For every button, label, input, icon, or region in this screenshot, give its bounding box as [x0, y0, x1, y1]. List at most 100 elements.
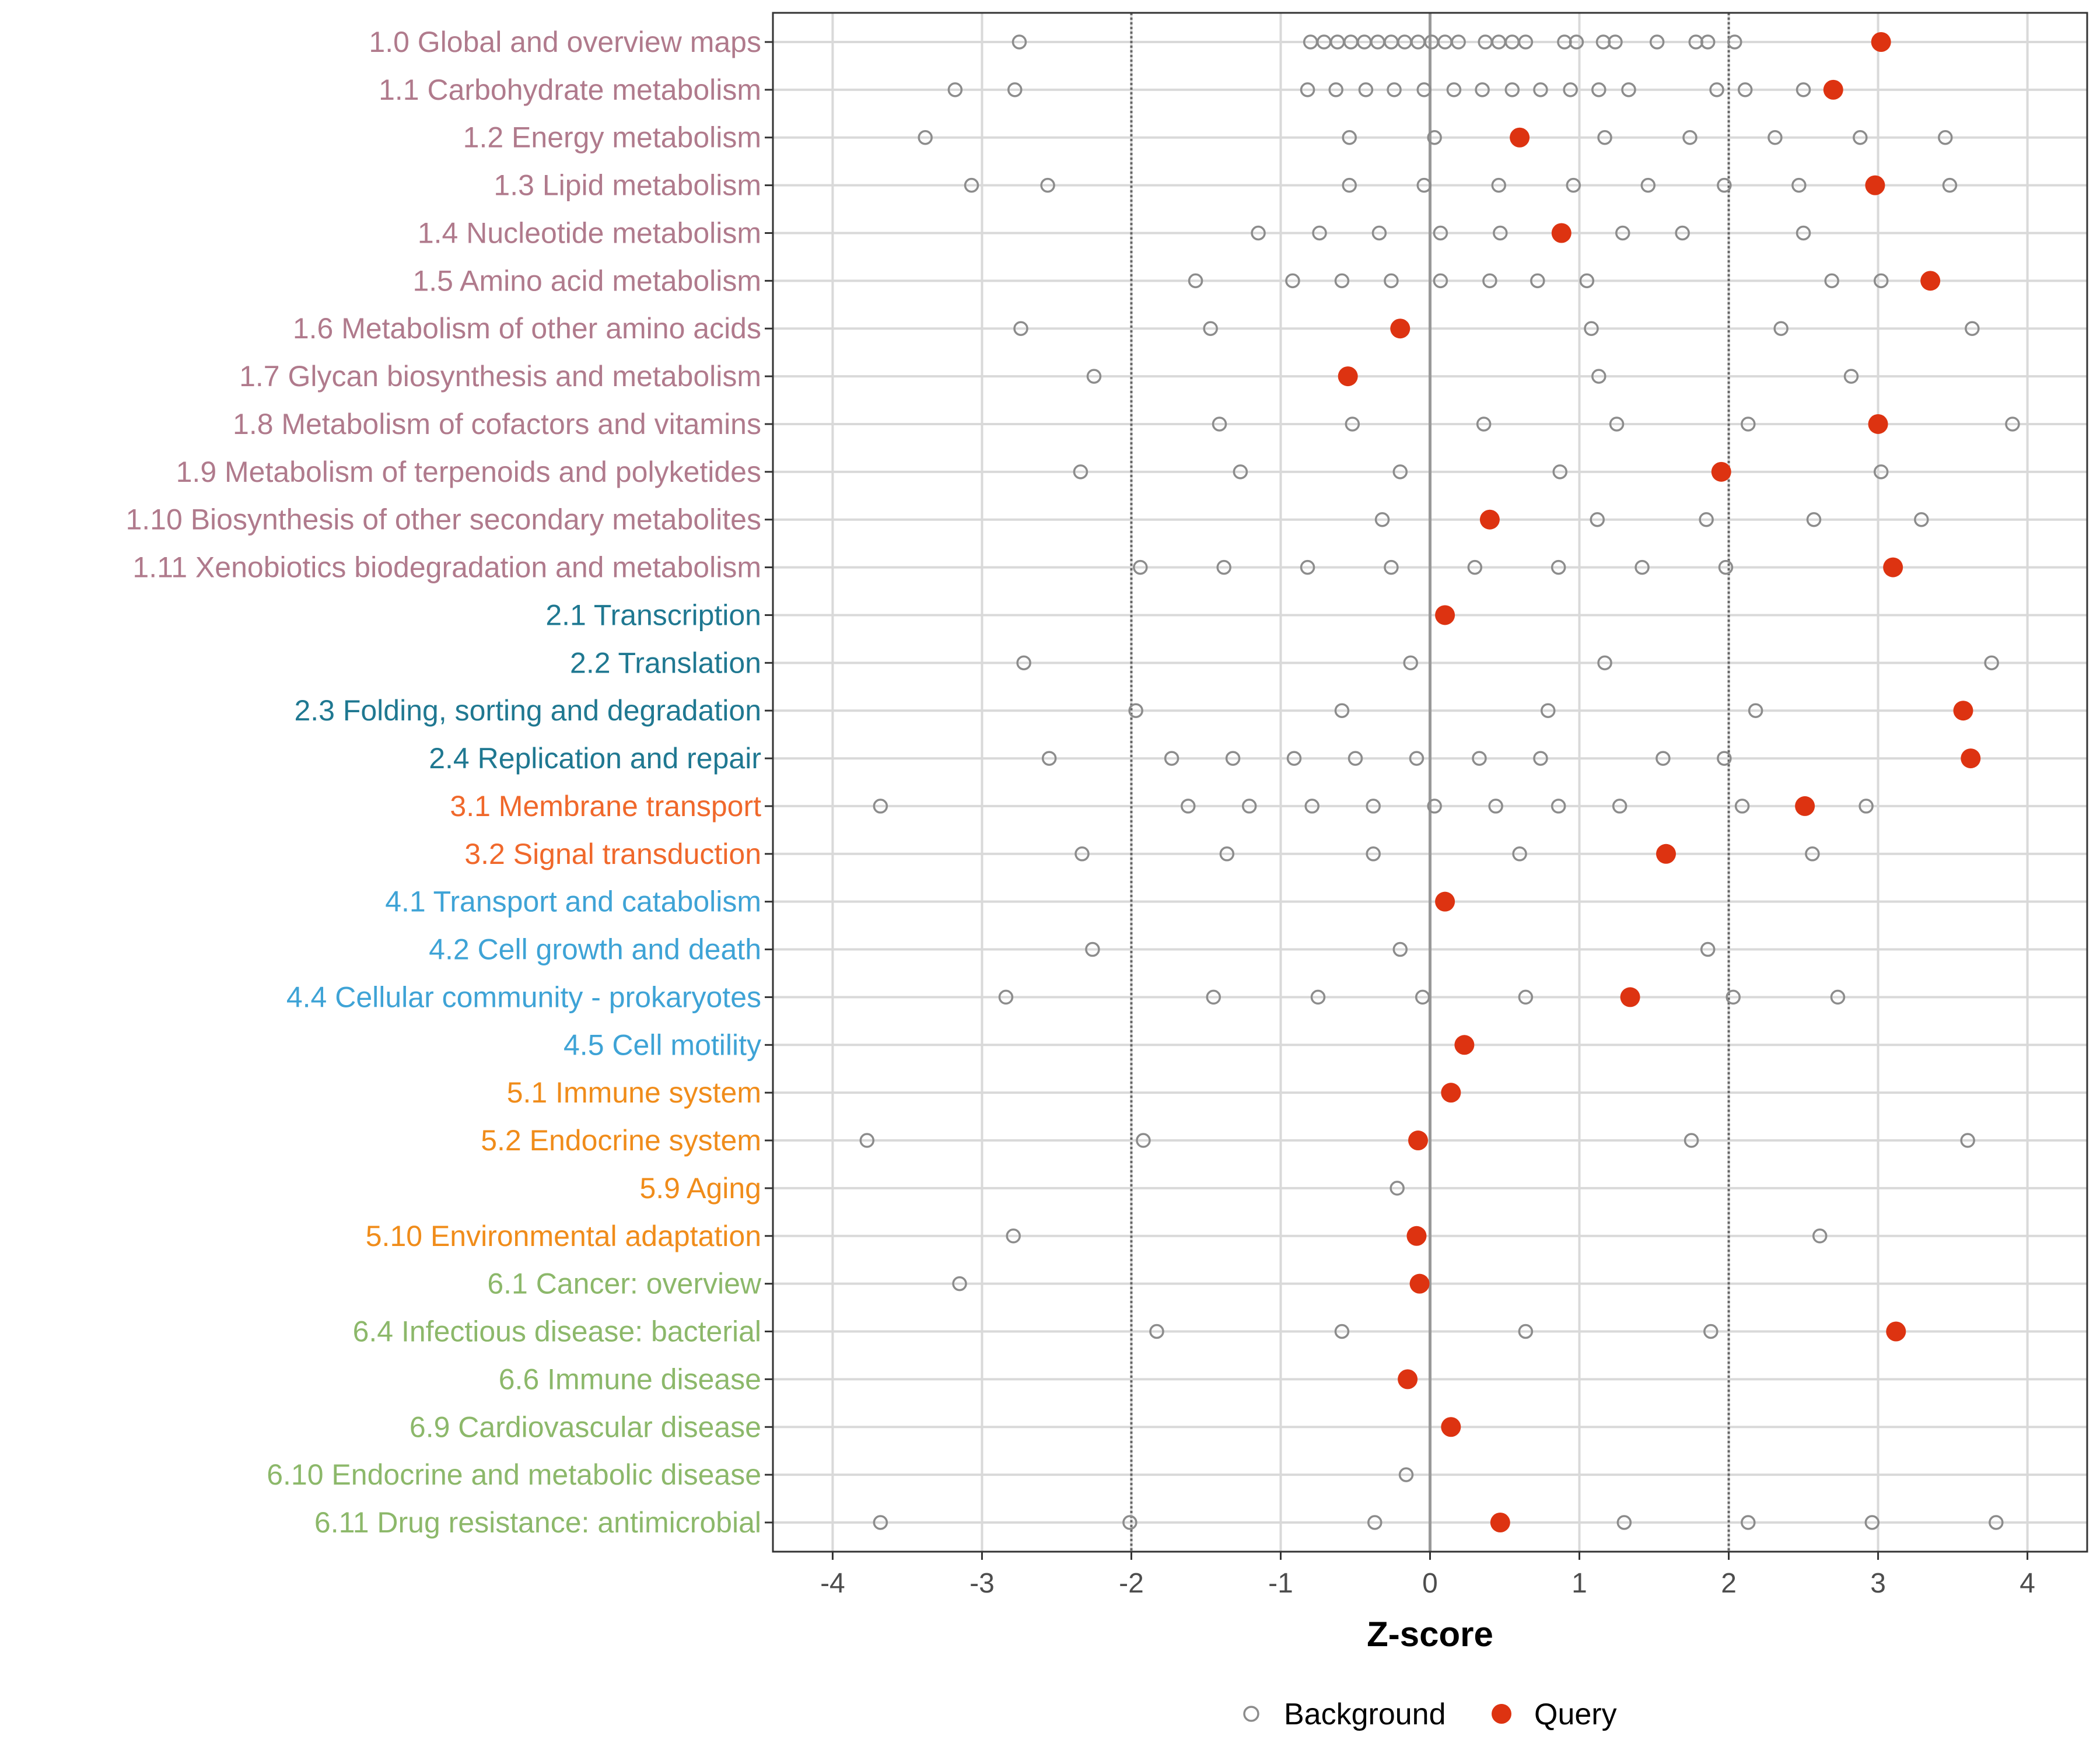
background-point	[1682, 130, 1698, 145]
background-point	[1286, 751, 1302, 766]
background-point	[1700, 34, 1716, 50]
background-point	[1392, 464, 1408, 480]
x-tick-label: 4	[2020, 1568, 2035, 1599]
category-label: 1.7 Glycan biosynthesis and metabolism	[239, 360, 761, 393]
background-point	[1149, 1324, 1164, 1339]
background-point	[1609, 416, 1625, 432]
background-point	[1366, 846, 1381, 862]
background-point	[1824, 273, 1839, 289]
background-point	[1859, 799, 1874, 814]
background-point	[1392, 942, 1408, 957]
background-point	[1684, 1133, 1699, 1148]
query-point	[1883, 557, 1903, 578]
background-point	[1656, 751, 1671, 766]
background-point	[1367, 1515, 1382, 1530]
background-point	[1550, 799, 1566, 814]
legend: Background Query	[1243, 1698, 1617, 1731]
background-point	[1225, 751, 1241, 766]
background-point	[1984, 655, 1999, 671]
background-point	[1409, 751, 1424, 766]
category-label: 5.1 Immune system	[507, 1076, 761, 1109]
query-point	[1620, 987, 1640, 1007]
background-point	[1830, 989, 1846, 1005]
background-point	[1416, 82, 1432, 97]
category-label: 1.11 Xenobiotics biodegradation and meta…	[132, 551, 761, 584]
query-point	[1435, 605, 1455, 625]
query-point	[1871, 32, 1891, 52]
background-point	[1530, 273, 1545, 289]
background-point	[1251, 225, 1266, 241]
background-point	[1621, 82, 1636, 97]
x-tick-label: 3	[1870, 1568, 1886, 1599]
query-point	[1711, 461, 1731, 482]
category-label: 2.4 Replication and repair	[429, 742, 761, 775]
background-point	[1384, 559, 1399, 575]
background-point	[1591, 369, 1606, 384]
background-point	[1012, 34, 1027, 50]
background-point	[873, 799, 888, 814]
background-point	[1342, 177, 1357, 193]
query-point	[1551, 223, 1572, 243]
background-point	[998, 989, 1014, 1005]
background-point	[1504, 82, 1520, 97]
background-point	[1467, 559, 1483, 575]
background-point	[1476, 416, 1492, 432]
legend-label: Query	[1534, 1698, 1617, 1731]
background-point	[1942, 177, 1958, 193]
category-label: 3.1 Membrane transport	[450, 790, 761, 822]
background-point	[1427, 130, 1442, 145]
background-point	[1206, 989, 1222, 1005]
background-point	[1300, 559, 1315, 575]
background-point	[1384, 273, 1399, 289]
background-point	[1013, 321, 1028, 336]
background-point	[1219, 846, 1235, 862]
category-label: 6.11 Drug resistance: antimicrobial	[314, 1506, 761, 1539]
category-label: 1.3 Lipid metabolism	[494, 169, 761, 202]
background-point	[1403, 655, 1418, 671]
background-point	[1773, 321, 1788, 336]
x-tick-label: 2	[1721, 1568, 1737, 1599]
background-point	[1041, 751, 1057, 766]
background-point	[1164, 751, 1180, 766]
query-point	[1479, 509, 1500, 530]
background-point	[1390, 1181, 1405, 1196]
x-axis-title: Z-score	[1367, 1615, 1493, 1654]
background-point	[1312, 225, 1327, 241]
category-label: 3.2 Signal transduction	[464, 838, 761, 870]
query-point	[1435, 891, 1455, 912]
query-point	[1390, 318, 1410, 339]
query-point	[1398, 1369, 1418, 1390]
category-label: 1.2 Energy metabolism	[463, 121, 761, 154]
background-point	[1718, 559, 1734, 575]
background-point	[1640, 177, 1656, 193]
background-point	[1584, 321, 1599, 336]
background-point	[1569, 34, 1584, 50]
background-point	[1451, 34, 1466, 50]
x-tick-label: -2	[1119, 1568, 1144, 1599]
category-label: 6.10 Endocrine and metabolic disease	[267, 1458, 761, 1491]
background-point	[1873, 273, 1889, 289]
background-point	[859, 1133, 875, 1148]
background-point	[1366, 799, 1381, 814]
category-label: 6.1 Cancer: overview	[487, 1268, 762, 1300]
background-point	[1965, 321, 1980, 336]
background-point	[1203, 321, 1218, 336]
background-point	[1717, 177, 1732, 193]
background-point	[1579, 273, 1595, 289]
background-point	[1737, 82, 1753, 97]
category-label: 5.2 Endocrine system	[481, 1124, 761, 1157]
background-point	[1533, 82, 1548, 97]
background-point	[1491, 177, 1507, 193]
background-point	[1791, 177, 1807, 193]
x-tick-label: -1	[1268, 1568, 1293, 1599]
background-point	[1812, 1228, 1828, 1244]
background-point	[1427, 799, 1442, 814]
background-point	[1591, 82, 1606, 97]
background-point	[1796, 225, 1811, 241]
background-point	[1488, 799, 1503, 814]
category-label: 1.8 Metabolism of cofactors and vitamins	[233, 408, 761, 440]
background-point	[1328, 82, 1343, 97]
background-point	[1717, 751, 1732, 766]
background-point	[1216, 559, 1231, 575]
background-point	[947, 82, 963, 97]
